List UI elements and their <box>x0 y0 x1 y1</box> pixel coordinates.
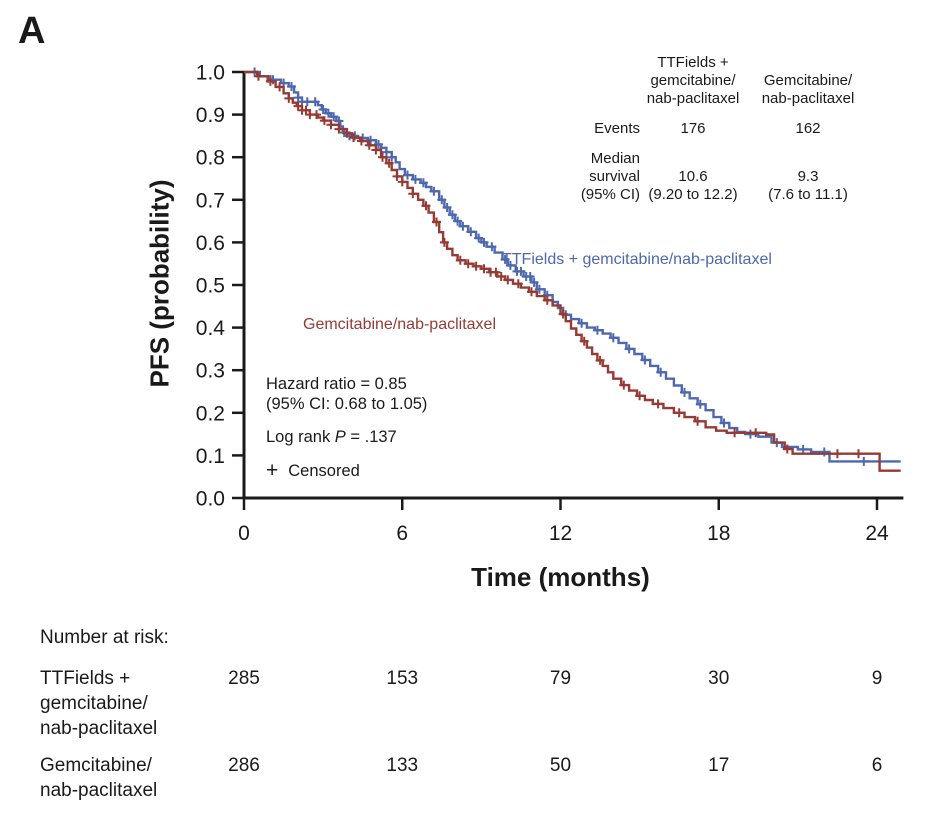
risk-count: 285 <box>228 668 260 689</box>
risk-count: 153 <box>386 668 419 689</box>
x-tick-label: 0 <box>238 522 250 545</box>
y-tick-label: 0.4 <box>196 317 226 340</box>
x-tick-label: 18 <box>707 522 730 545</box>
risk-count: 30 <box>708 668 730 689</box>
risk-count: 286 <box>228 755 260 776</box>
y-tick-label: 0.6 <box>196 232 225 255</box>
stats-col-header-control: Gemcitabine/ nab-paclitaxel <box>761 72 855 107</box>
number-at-risk-title: Number at risk: <box>40 627 169 648</box>
statistics-annotation: Hazard ratio = 0.85 (95% CI: 0.68 to 1.0… <box>266 374 427 481</box>
log-rank-p-symbol: P <box>334 428 346 446</box>
log-rank-value: = .137 <box>345 428 397 446</box>
y-tick-label: 0.1 <box>196 445 225 468</box>
stats-median-control: 9.3 (7.6 to 11.1) <box>768 168 848 203</box>
y-axis-title: PFS (probability) <box>144 179 175 388</box>
y-tick-label: 0.2 <box>196 402 225 425</box>
x-tick-label: 24 <box>865 522 889 545</box>
risk-count: 133 <box>386 755 419 776</box>
risk-count: 9 <box>871 668 883 689</box>
log-rank-text: Log rank P = .137 <box>266 427 427 447</box>
censored-legend: + Censored <box>266 459 427 482</box>
x-tick-label: 6 <box>396 522 408 545</box>
stats-events-control: 162 <box>795 120 821 137</box>
censored-plus-icon: + <box>266 459 279 482</box>
y-tick-label: 0.0 <box>196 488 225 511</box>
risk-row-label-ttfields: TTFields + gemcitabine/ nab-paclitaxel <box>40 668 158 739</box>
stats-col-header-ttfields: TTFields + gemcitabine/ nab-paclitaxel <box>646 54 740 107</box>
summary-stats-table: TTFields + gemcitabine/ nab-paclitaxel G… <box>552 54 870 204</box>
log-rank-prefix: Log rank <box>266 428 335 446</box>
x-tick-label: 12 <box>549 522 572 545</box>
y-tick-label: 0.8 <box>196 147 225 170</box>
y-tick-label: 0.9 <box>196 104 225 127</box>
y-tick-label: 1.0 <box>196 62 225 85</box>
y-tick-label: 0.5 <box>196 275 225 298</box>
stats-events-ttfields: 176 <box>680 120 706 137</box>
risk-row-label-control: Gemcitabine/ nab-paclitaxel <box>40 755 158 801</box>
curve-label-ttfields: TTFields + gemcitabine/nab-paclitaxel <box>502 251 772 268</box>
survival-curve-ttfields <box>244 70 901 463</box>
panel-letter-label: A <box>18 10 46 52</box>
curve-label-control: Gemcitabine/nab-paclitaxel <box>303 316 496 333</box>
stats-row-label-events: Events <box>594 120 640 137</box>
censor-marks-control <box>254 71 863 459</box>
hazard-ratio-ci-text: (95% CI: 0.68 to 1.05) <box>266 395 428 413</box>
risk-count: 17 <box>708 755 730 776</box>
censored-label: Censored <box>288 462 360 480</box>
y-tick-label: 0.7 <box>196 189 225 212</box>
risk-count: 50 <box>549 755 572 776</box>
risk-count: 79 <box>549 668 572 689</box>
y-tick-label: 0.3 <box>196 360 225 383</box>
hazard-ratio-text: Hazard ratio = 0.85 <box>266 375 407 393</box>
stats-median-ttfields: 10.6 (9.20 to 12.2) <box>648 168 738 203</box>
risk-count: 6 <box>871 755 883 776</box>
x-axis-title: Time (months) <box>471 562 650 592</box>
stats-row-label-median: Median survival (95% CI) <box>580 150 640 203</box>
